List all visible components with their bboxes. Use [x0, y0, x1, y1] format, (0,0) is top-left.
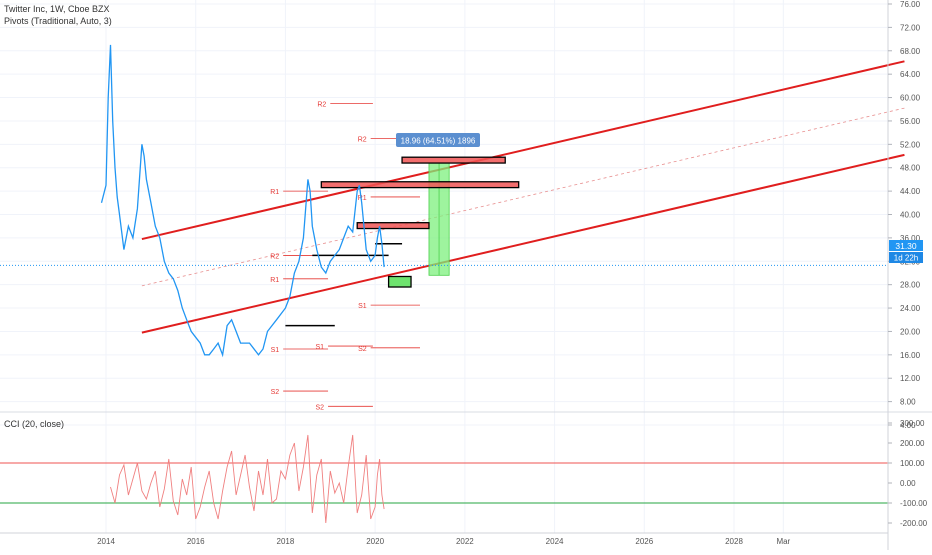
- price-pane: R2 R2 R1 R1 R2 R1 S1 S1 S2 S1 S2 S2: [0, 44, 905, 411]
- resistance-zone: [356, 222, 430, 230]
- symbol-legend: Twitter Inc, 1W, Cboe BZX: [4, 4, 110, 14]
- pivot-label: R1: [270, 189, 279, 196]
- time-tick-label: 2024: [546, 537, 564, 546]
- pivot-label: S1: [315, 344, 324, 351]
- zone-boxes: [320, 156, 520, 288]
- pivot-label: S2: [358, 346, 367, 353]
- time-tick-label: 2022: [456, 537, 474, 546]
- price-tick-label: 40.00: [900, 211, 921, 220]
- time-tick-label: 2014: [97, 537, 115, 546]
- cci-series-line: [110, 434, 385, 524]
- price-tick-label: 48.00: [900, 164, 921, 173]
- pivot-label: R1: [358, 195, 367, 202]
- pivot-label: R2: [317, 101, 326, 108]
- regression-channel: [141, 60, 905, 334]
- countdown-label: 1d 22h: [894, 254, 918, 263]
- price-tick-label: 36.00: [900, 234, 921, 243]
- resistance-zone: [401, 156, 506, 164]
- price-tick-label: 44.00: [900, 187, 921, 196]
- pivot-label: S1: [271, 347, 280, 354]
- support-zone: [387, 275, 412, 288]
- cci-tick-label: 0.00: [900, 479, 916, 488]
- time-tick-label: 2016: [187, 537, 205, 546]
- time-tick-label: Mar: [776, 537, 790, 546]
- price-tick-label: 56.00: [900, 117, 921, 126]
- pivots-legend: Pivots (Traditional, Auto, 3): [4, 16, 112, 26]
- pivot-label: R1: [270, 277, 279, 284]
- cci-tick-label: 300.00: [900, 419, 925, 428]
- pivot-label: S1: [358, 303, 367, 310]
- measure-badge: [396, 133, 480, 147]
- price-tick-label: 52.00: [900, 140, 921, 149]
- channel-middle-line: [141, 107, 905, 287]
- price-tick-label: 24.00: [900, 304, 921, 313]
- resistance-zone: [320, 181, 520, 189]
- pivot-levels: R2 R2 R1 R1 R2 R1 S1 S1 S2 S1 S2 S2: [270, 101, 420, 411]
- price-tick-label: 12.00: [900, 374, 921, 383]
- price-tick-label: 28.00: [900, 281, 921, 290]
- price-tick-label: 72.00: [900, 23, 921, 32]
- price-tick-label: 20.00: [900, 327, 921, 336]
- time-tick-label: 2028: [725, 537, 743, 546]
- pivot-label: S2: [271, 389, 280, 396]
- cci-tick-label: -200.00: [900, 519, 928, 528]
- current-price-tag: [889, 240, 923, 251]
- time-tick-label: 2018: [277, 537, 295, 546]
- pivot-label: R2: [358, 136, 367, 143]
- channel-lower-line: [141, 153, 905, 334]
- price-tick-label: 64.00: [900, 70, 921, 79]
- cci-tick-label: 100.00: [900, 459, 925, 468]
- time-tick-label: 2026: [635, 537, 653, 546]
- time-tick-label: 2020: [366, 537, 384, 546]
- cci-legend: CCI (20, close): [4, 419, 65, 429]
- price-tick-label: 8.00: [900, 398, 916, 407]
- price-tick-label: 16.00: [900, 351, 921, 360]
- countdown-tag: [889, 252, 923, 263]
- current-price-label: 31.30: [895, 241, 917, 251]
- price-tick-label: 68.00: [900, 47, 921, 56]
- axes-layer: 76.00 72.00 68.00 64.00 60.00 56.00 52.00 48.00…: [97, 0, 928, 546]
- cci-tick-label: 200.00: [900, 439, 925, 448]
- price-tick-label: 4.00: [900, 421, 916, 430]
- measure-badge-text: 18.96 (64.51%) 1896: [401, 137, 476, 146]
- current-price-tag-group: 31.30 1d 22h: [889, 240, 923, 263]
- black-levels: [285, 242, 403, 327]
- price-tick-label: 76.00: [900, 0, 921, 9]
- price-series-line: [100, 44, 385, 358]
- pivot-label: R2: [270, 253, 279, 260]
- pivot-label: S2: [315, 404, 324, 411]
- cci-tick-label: -100.00: [900, 499, 928, 508]
- measure-badge-group: 18.96 (64.51%) 1896: [396, 133, 480, 147]
- price-tick-label: 60.00: [900, 94, 921, 103]
- channel-upper-line: [141, 60, 905, 241]
- cci-pane: [0, 434, 888, 524]
